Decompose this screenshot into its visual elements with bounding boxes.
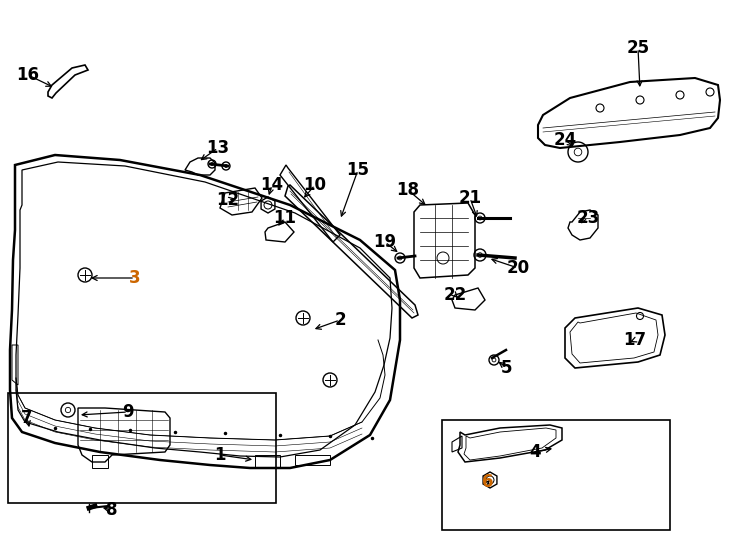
Bar [8, 393, 276, 503]
Text: 5: 5 [501, 359, 513, 377]
Text: 13: 13 [206, 139, 230, 157]
Text: 20: 20 [506, 259, 529, 277]
Text: 3: 3 [129, 269, 141, 287]
Text: 21: 21 [459, 189, 482, 207]
Text: 15: 15 [346, 161, 369, 179]
Text: 11: 11 [274, 209, 297, 227]
Text: 8: 8 [106, 501, 117, 519]
Text: 22: 22 [443, 286, 467, 304]
Text: 17: 17 [623, 331, 647, 349]
Text: 25: 25 [626, 39, 650, 57]
Text: 1: 1 [214, 446, 226, 464]
Text: 23: 23 [576, 209, 600, 227]
Text: 10: 10 [303, 176, 327, 194]
Text: 16: 16 [16, 66, 40, 84]
Text: 12: 12 [217, 191, 239, 209]
Text: 14: 14 [261, 176, 283, 194]
Text: 7: 7 [21, 409, 33, 427]
Text: 4: 4 [529, 443, 541, 461]
Text: 2: 2 [334, 311, 346, 329]
Text: 24: 24 [553, 131, 577, 149]
Text: 19: 19 [374, 233, 396, 251]
Text: 18: 18 [396, 181, 420, 199]
Bar [442, 420, 670, 530]
Text: 6: 6 [482, 473, 494, 491]
Text: 9: 9 [122, 403, 134, 421]
